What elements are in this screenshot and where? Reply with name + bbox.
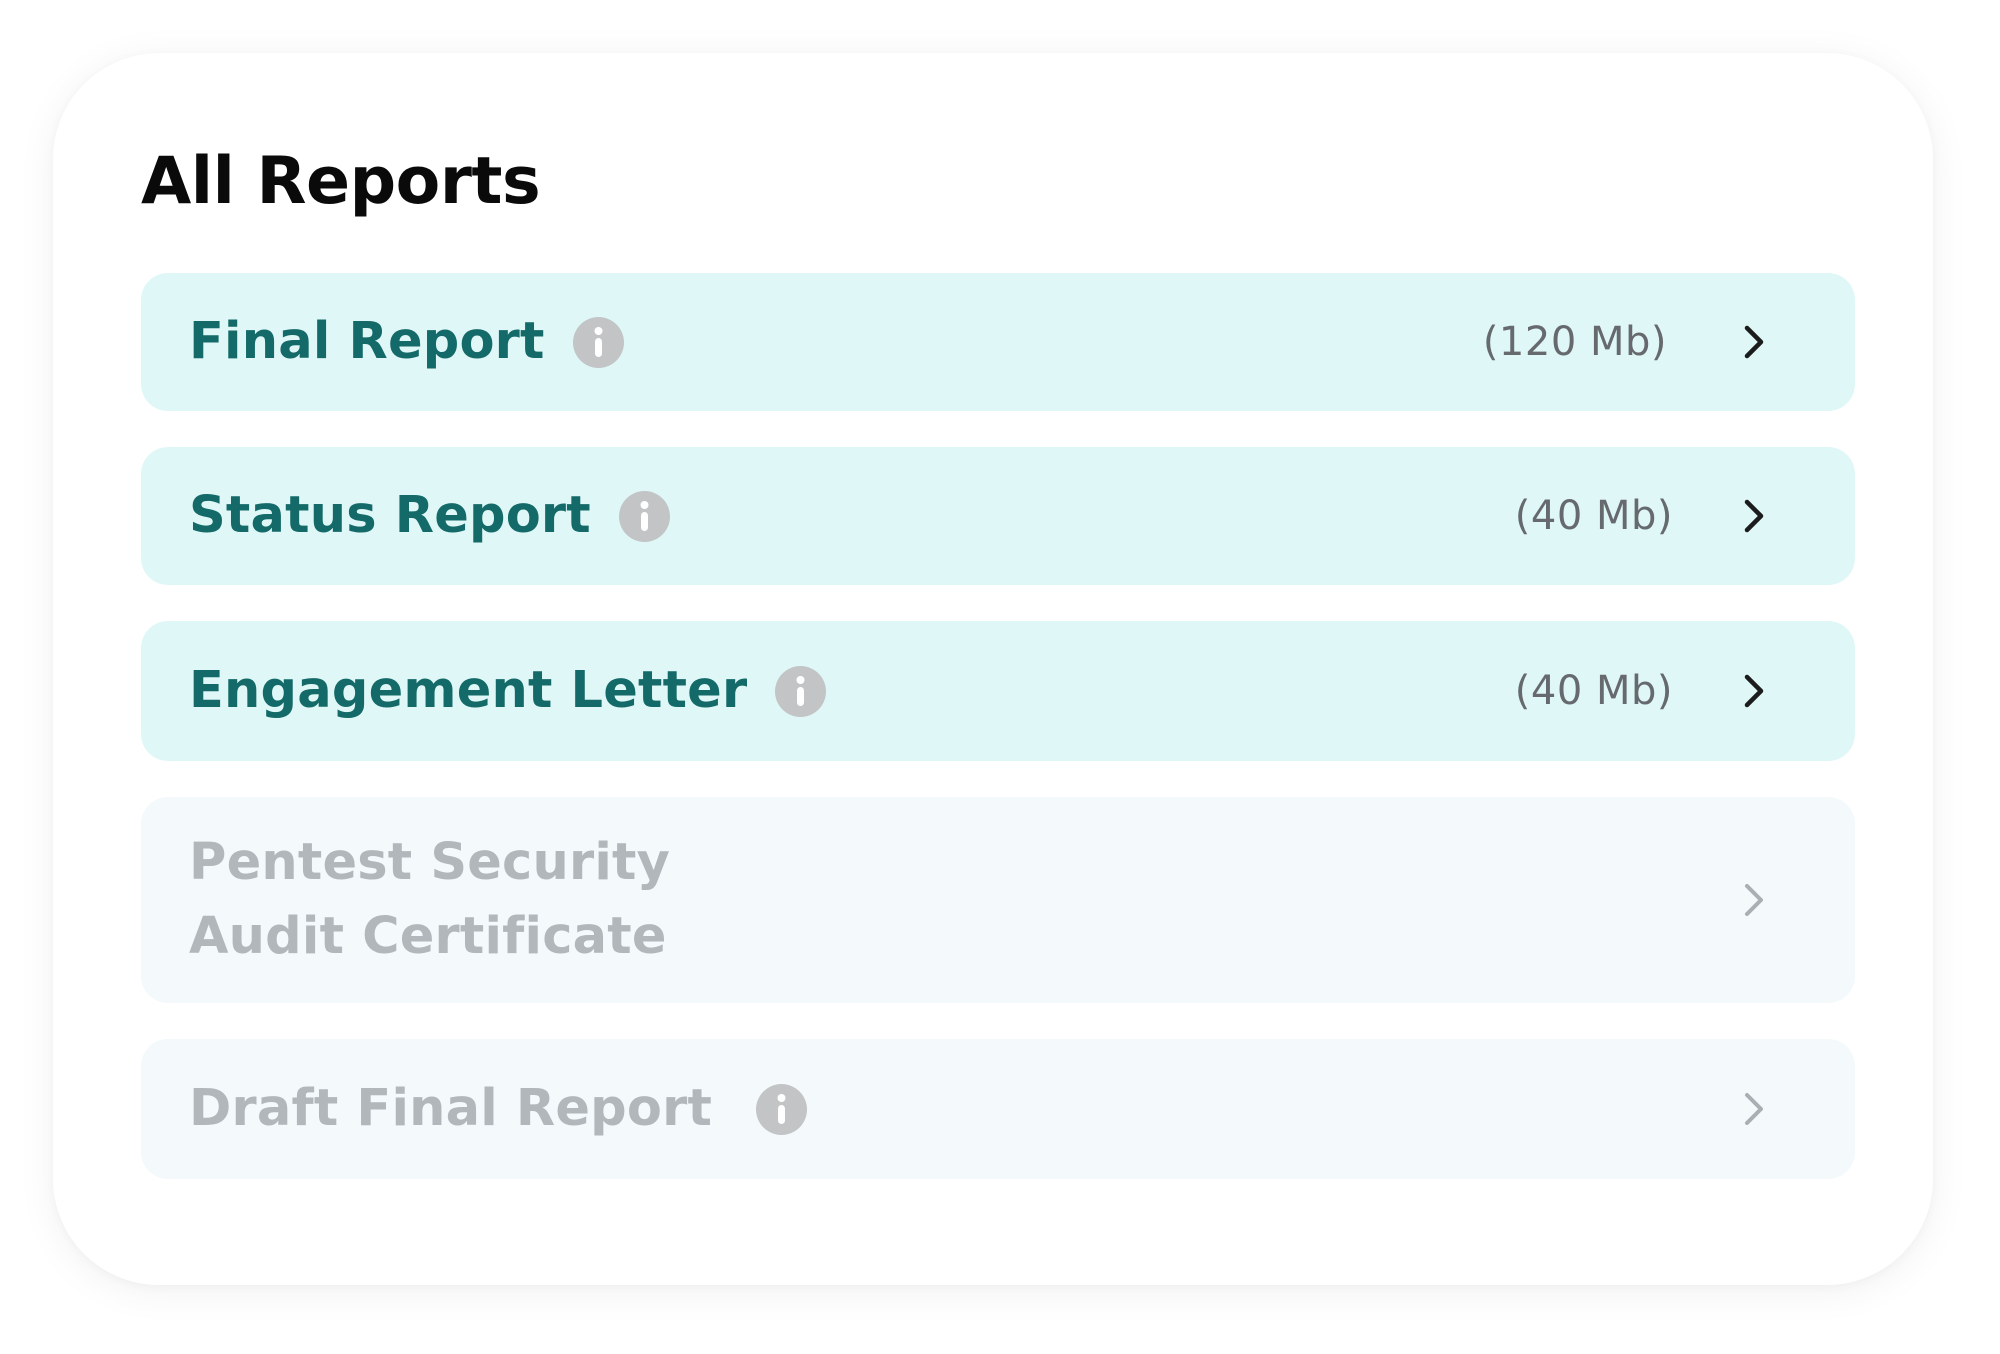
report-label: Engagement Letter: [189, 661, 748, 720]
chevron-right-icon: [1745, 1093, 1763, 1125]
chevron-right-icon: [1744, 325, 1764, 359]
report-item-status-report[interactable]: Status Report (40 Mb): [141, 447, 1855, 585]
report-item-engagement-letter[interactable]: Engagement Letter (40 Mb): [141, 621, 1855, 761]
chevron-right-icon: [1745, 884, 1763, 916]
chevron-right-icon: [1744, 499, 1764, 533]
report-item-draft-final-report: Draft Final Report: [141, 1039, 1855, 1179]
report-item-final-report[interactable]: Final Report (120 Mb): [141, 273, 1855, 411]
report-label: Status Report: [189, 486, 591, 545]
report-label: Final Report: [189, 312, 545, 371]
report-item-pentest-certificate: Pentest Security Audit Certificate: [141, 797, 1855, 1003]
chevron-right-icon: [1744, 674, 1764, 708]
reports-list: Final Report (120 Mb) Status Report (40 …: [141, 273, 1855, 1179]
page-title: All Reports: [141, 144, 541, 219]
file-size: (40 Mb): [1514, 668, 1673, 714]
report-label: Draft Final Report: [189, 1079, 713, 1138]
info-icon[interactable]: [618, 490, 670, 542]
report-label: Pentest Security Audit Certificate: [189, 833, 671, 966]
reports-card: All Reports Final Report (120 Mb) Status…: [53, 53, 1933, 1285]
file-size: (120 Mb): [1482, 319, 1667, 365]
info-icon[interactable]: [572, 316, 624, 368]
info-icon[interactable]: [756, 1083, 808, 1135]
file-size: (40 Mb): [1514, 493, 1673, 539]
info-icon[interactable]: [775, 665, 827, 717]
